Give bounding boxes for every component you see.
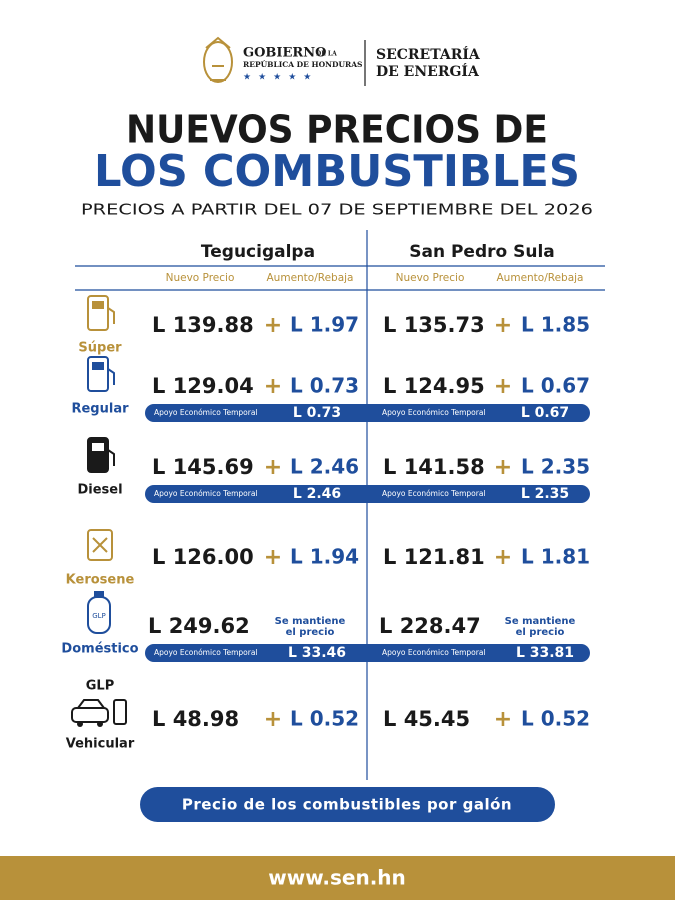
icon — [71, 707, 109, 723]
icon — [92, 301, 104, 309]
support-bar — [145, 485, 590, 503]
price: L 129.04 — [152, 374, 254, 398]
icon — [107, 307, 115, 324]
column-header: Aumento/Rebaja — [267, 272, 354, 284]
support-value: L 0.67 — [521, 405, 569, 421]
price: L 139.88 — [152, 313, 254, 337]
fuel-name: Kerosene — [66, 573, 135, 588]
fuel-name: Doméstico — [61, 642, 138, 657]
change: L 1.94 — [290, 545, 359, 569]
unit-note: Precio de los combustibles por galón — [182, 796, 512, 814]
org-line1: GOBIERNO — [243, 46, 326, 61]
support-value: L 0.73 — [293, 405, 341, 421]
icon — [77, 721, 83, 727]
website: www.sen.hn — [268, 866, 406, 890]
increase-sign: + — [264, 455, 282, 480]
increase-sign: + — [264, 374, 282, 399]
icon — [87, 356, 109, 392]
column-header: Nuevo Precio — [166, 272, 235, 284]
org-line1-small: DE LA — [316, 51, 337, 58]
change: L 1.97 — [290, 313, 359, 337]
change: L 0.67 — [521, 374, 590, 398]
change: L 1.81 — [521, 545, 590, 569]
column-header: Aumento/Rebaja — [497, 272, 584, 284]
price: L 45.45 — [383, 707, 470, 731]
support-label: Apoyo Económico Temporal — [154, 648, 258, 657]
icon — [87, 529, 113, 561]
change: L 2.46 — [290, 455, 359, 479]
support-bar — [145, 404, 590, 422]
increase-sign: + — [494, 313, 512, 338]
icon — [92, 537, 108, 553]
price: L 124.95 — [383, 374, 485, 398]
price-note: el precio — [516, 627, 565, 638]
icon — [87, 295, 109, 331]
support-value: L 2.46 — [293, 486, 341, 502]
price: L 145.69 — [152, 455, 254, 479]
support-label: Apoyo Económico Temporal — [154, 408, 258, 417]
support-label: Apoyo Económico Temporal — [382, 489, 486, 498]
price: L 141.58 — [383, 455, 485, 479]
price: L 48.98 — [152, 707, 239, 731]
city-name: San Pedro Sula — [409, 242, 555, 262]
city-name: Tegucigalpa — [201, 242, 315, 262]
fuel-name: Súper — [78, 341, 122, 356]
emblem — [203, 36, 233, 83]
column-header: Nuevo Precio — [396, 272, 465, 284]
icon — [92, 362, 104, 370]
price: L 249.62 — [148, 614, 250, 638]
subtitle: PRECIOS A PARTIR DEL 07 DE SEPTIEMBRE DE… — [81, 201, 593, 219]
change: L 2.35 — [521, 455, 590, 479]
change: L 1.85 — [521, 313, 590, 337]
price-note: Se mantiene — [505, 616, 576, 627]
increase-sign: + — [494, 374, 512, 399]
price-note: Se mantiene — [275, 616, 346, 627]
icon-text: GLP — [92, 612, 106, 620]
increase-sign: + — [494, 455, 512, 480]
icon — [92, 443, 104, 451]
icon — [97, 721, 103, 727]
increase-sign: + — [264, 313, 282, 338]
title-line1: NUEVOS PRECIOS DE — [126, 108, 548, 152]
stars: ★★★★★ — [243, 73, 318, 83]
fuel-name: Diesel — [77, 483, 122, 498]
title-line2: LOS COMBUSTIBLES — [94, 146, 580, 197]
fuel-name: Vehicular — [66, 737, 135, 752]
fuel-label-top: GLP — [86, 679, 114, 694]
increase-sign: + — [264, 707, 282, 732]
support-label: Apoyo Económico Temporal — [154, 489, 258, 498]
icon — [107, 449, 115, 466]
change: L 0.52 — [290, 707, 359, 731]
fuel-name: Regular — [71, 402, 129, 417]
increase-sign: + — [494, 545, 512, 570]
price: L 126.00 — [152, 545, 254, 569]
icon — [107, 368, 115, 385]
price: L 228.47 — [379, 614, 481, 638]
price-note: el precio — [286, 627, 335, 638]
support-value: L 2.35 — [521, 486, 569, 502]
increase-sign: + — [494, 707, 512, 732]
org-line2: REPÚBLICA DE HONDURAS — [243, 60, 362, 69]
dept-line2: DE ENERGÍA — [376, 62, 480, 80]
support-label: Apoyo Económico Temporal — [382, 408, 486, 417]
icon — [77, 699, 105, 709]
price: L 135.73 — [383, 313, 485, 337]
support-value: L 33.46 — [288, 645, 346, 661]
increase-sign: + — [264, 545, 282, 570]
support-bar — [145, 644, 590, 662]
price: L 121.81 — [383, 545, 485, 569]
icon — [113, 699, 127, 725]
change: L 0.73 — [290, 374, 359, 398]
support-value: L 33.81 — [516, 645, 574, 661]
icon — [94, 591, 104, 597]
support-label: Apoyo Económico Temporal — [382, 648, 486, 657]
dept-line1: SECRETARÍA — [376, 45, 481, 63]
unit-pill — [140, 787, 555, 822]
footer-band — [0, 856, 675, 900]
change: L 0.52 — [521, 707, 590, 731]
